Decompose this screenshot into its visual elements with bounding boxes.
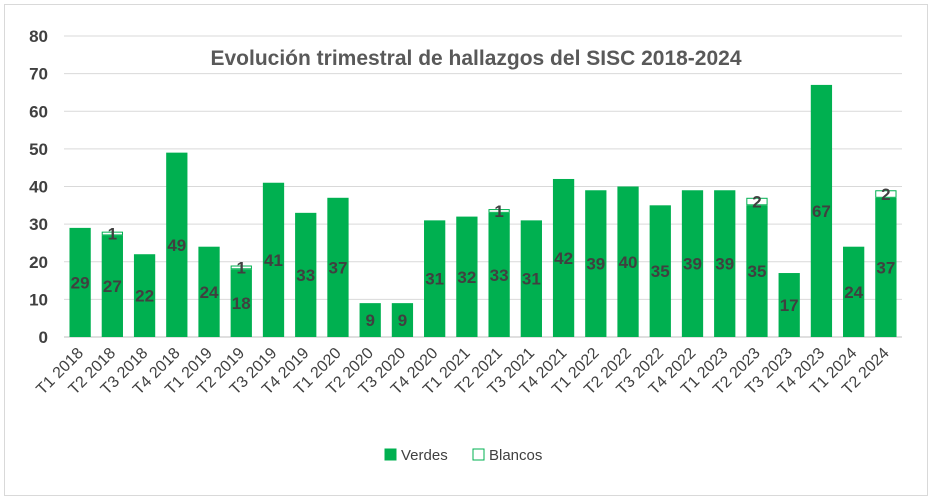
- bar-verdes: [681, 190, 704, 337]
- bar-verdes: [585, 190, 607, 337]
- data-label-verdes: 37: [329, 258, 348, 277]
- legend-label: Blancos: [489, 447, 542, 464]
- bar-verdes: [101, 235, 123, 337]
- data-label-verdes: 39: [586, 255, 605, 274]
- bar-verdes: [424, 220, 446, 337]
- y-tick-label: 10: [29, 290, 48, 309]
- data-label-verdes: 35: [651, 262, 670, 281]
- data-label-verdes: 39: [683, 255, 702, 274]
- y-tick-label: 80: [29, 27, 48, 46]
- bar-verdes: [391, 303, 414, 337]
- data-label-verdes: 37: [876, 258, 895, 277]
- data-label-blancos: 1: [494, 202, 503, 221]
- data-label-verdes: 29: [71, 273, 90, 292]
- bar-verdes: [778, 273, 800, 337]
- y-tick-label: 20: [29, 253, 48, 272]
- bar-verdes: [875, 197, 897, 337]
- y-tick-label: 60: [29, 102, 48, 121]
- y-tick-label: 0: [39, 328, 48, 347]
- bar-verdes: [359, 303, 381, 337]
- data-label-verdes: 24: [844, 283, 863, 302]
- data-label-verdes: 18: [232, 294, 251, 313]
- bar-verdes: [649, 205, 671, 337]
- y-tick-label: 70: [29, 65, 48, 84]
- bar-verdes: [552, 178, 575, 337]
- data-label-verdes: 9: [365, 311, 374, 330]
- bar-verdes: [488, 212, 510, 337]
- gridlines: [64, 35, 902, 338]
- legend-label: Verdes: [401, 447, 448, 464]
- data-label-blancos: 2: [752, 193, 761, 212]
- bar-verdes: [746, 205, 768, 337]
- data-label-verdes: 42: [554, 249, 573, 268]
- data-label-verdes: 33: [296, 266, 315, 285]
- bar-blancos: [875, 190, 897, 198]
- bars: [69, 84, 897, 337]
- data-label-verdes: 67: [812, 202, 831, 221]
- bar-blancos: [488, 209, 510, 213]
- bar-verdes: [69, 227, 91, 337]
- data-label-verdes: 24: [200, 283, 219, 302]
- chart-title: Evolución trimestral de hallazgos del SI…: [210, 47, 741, 70]
- data-label-blancos: 1: [108, 225, 117, 244]
- data-label-verdes: 33: [490, 266, 509, 285]
- legend-swatch: [384, 448, 397, 461]
- data-label-verdes: 27: [103, 277, 122, 296]
- data-label-verdes: 9: [398, 311, 407, 330]
- bar-verdes: [166, 152, 188, 337]
- data-label-verdes: 32: [457, 268, 476, 287]
- y-tick-label: 40: [29, 178, 48, 197]
- data-label-verdes: 49: [167, 236, 186, 255]
- bar-verdes: [714, 190, 736, 337]
- bar-verdes: [133, 254, 156, 337]
- data-label-verdes: 31: [522, 270, 541, 289]
- bar-verdes: [456, 216, 478, 337]
- data-label-blancos: 1: [237, 258, 246, 277]
- data-label-verdes: 31: [425, 270, 444, 289]
- bar-blancos: [746, 197, 768, 206]
- y-tick-label: 50: [29, 140, 48, 159]
- data-label-verdes: 35: [748, 262, 767, 281]
- bar-verdes: [230, 269, 252, 337]
- legend-swatch: [472, 448, 485, 461]
- bar-verdes: [262, 182, 285, 337]
- data-label-verdes: 22: [135, 287, 154, 306]
- data-label-verdes: 17: [780, 296, 799, 315]
- data-label-blancos: 2: [881, 185, 890, 204]
- y-axis-ticks: 0 10 20 30 40 50 60 70 80: [29, 27, 48, 347]
- bar-verdes: [295, 212, 317, 337]
- legend: Verdes Blancos: [384, 447, 542, 464]
- bar-verdes: [198, 246, 220, 337]
- bar-verdes: [810, 84, 833, 337]
- bar-verdes: [617, 186, 639, 337]
- bar-verdes: [843, 246, 865, 337]
- bar-blancos: [101, 231, 123, 236]
- data-label-verdes: 41: [264, 251, 283, 270]
- data-label-verdes: 40: [619, 253, 638, 272]
- data-label-verdes: 39: [715, 255, 734, 274]
- bar-blancos: [230, 265, 252, 270]
- bar-verdes: [520, 220, 542, 337]
- bar-verdes: [327, 197, 349, 337]
- y-tick-label: 30: [29, 215, 48, 234]
